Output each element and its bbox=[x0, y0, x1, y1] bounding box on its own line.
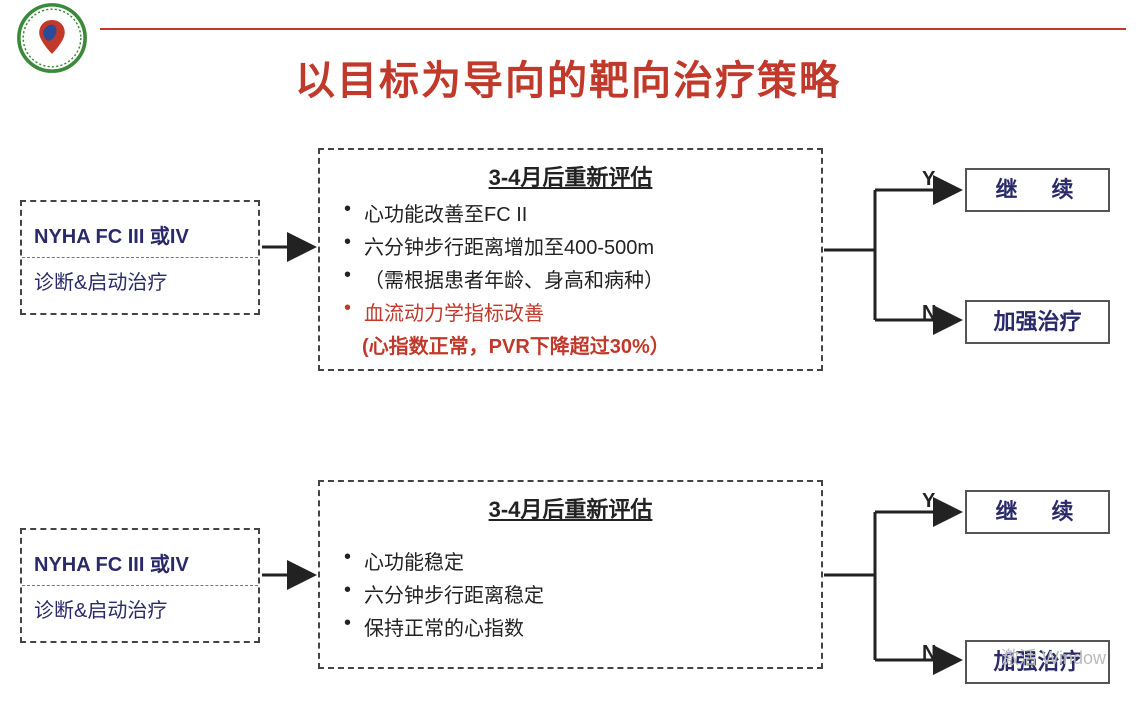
flow2-n-label: N bbox=[922, 642, 936, 665]
input-line1: NYHA FC III 或IV bbox=[34, 548, 246, 577]
flow1-eval-title: 3-4月后重新评估 bbox=[334, 160, 807, 192]
input-line2: 诊断&启动治疗 bbox=[34, 594, 246, 623]
flow2-bullet: 保持正常的心指数 bbox=[340, 612, 801, 641]
flow1-bullet: 心功能改善至FC II bbox=[340, 198, 801, 227]
flow2-bullet: 六分钟步行距离稳定 bbox=[340, 579, 801, 608]
flow1-bullet: 六分钟步行距离增加至400-500m bbox=[340, 231, 801, 260]
flow1-y-label: Y bbox=[922, 168, 935, 191]
header-rule bbox=[100, 28, 1126, 30]
flow2-eval-title: 3-4月后重新评估 bbox=[334, 492, 807, 524]
flow1-out-intensify: 加强治疗 bbox=[965, 300, 1110, 344]
flow1-red-bullet: 血流动力学指标改善 bbox=[340, 297, 801, 326]
flow1-bullet: （需根据患者年龄、身高和病种） bbox=[340, 264, 801, 293]
flow1-input-box: NYHA FC III 或IV 诊断&启动治疗 bbox=[20, 200, 260, 315]
page-title: 以目标为导向的靶向治疗策略 bbox=[0, 48, 1136, 106]
flow2-input-box: NYHA FC III 或IV 诊断&启动治疗 bbox=[20, 528, 260, 643]
flow2-bullet: 心功能稳定 bbox=[340, 546, 801, 575]
flow2-out-continue: 继 续 bbox=[965, 490, 1110, 534]
flow1-n-label: N bbox=[922, 302, 936, 325]
flow2-y-label: Y bbox=[922, 490, 935, 513]
windows-watermark: 激活 Window bbox=[1001, 644, 1106, 670]
flow1-red-sub: (心指数正常，PVR下降超过30%） bbox=[334, 330, 807, 359]
input-line1: NYHA FC III 或IV bbox=[34, 220, 246, 249]
flow1-out-continue: 继 续 bbox=[965, 168, 1110, 212]
input-line2: 诊断&启动治疗 bbox=[34, 266, 246, 295]
flow1-eval-box: 3-4月后重新评估 心功能改善至FC II 六分钟步行距离增加至400-500m… bbox=[318, 148, 823, 371]
flow2-eval-box: 3-4月后重新评估 心功能稳定 六分钟步行距离稳定 保持正常的心指数 bbox=[318, 480, 823, 669]
